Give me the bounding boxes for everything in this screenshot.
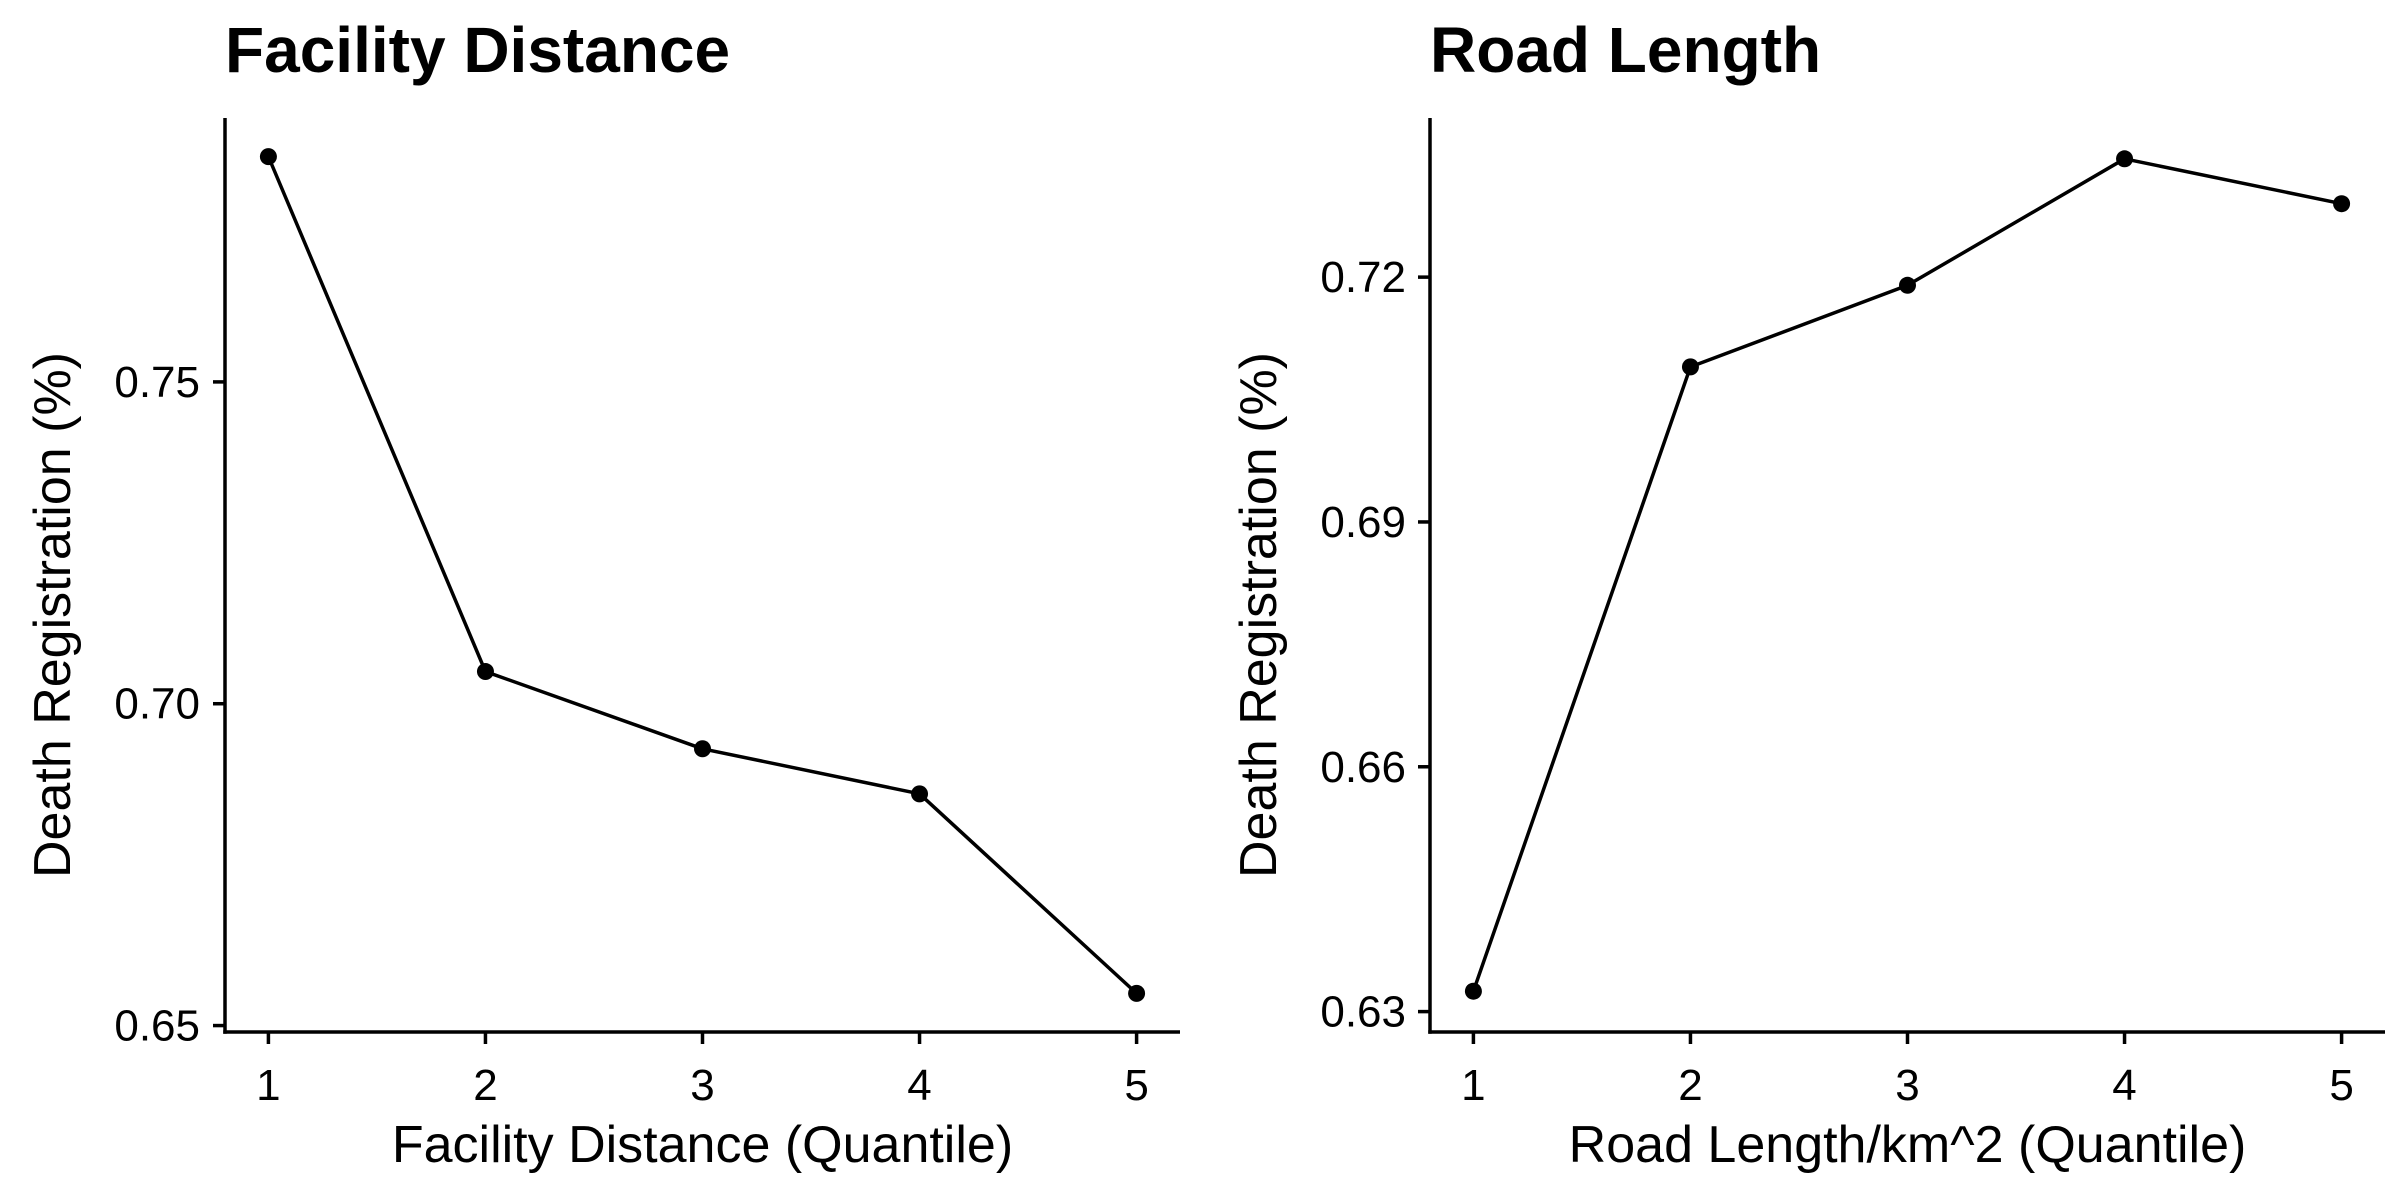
data-point <box>694 740 711 758</box>
data-point <box>476 663 494 681</box>
x-tick-label: 3 <box>1895 1061 1919 1110</box>
x-tick-label: 5 <box>2329 1061 2353 1110</box>
data-point <box>1128 984 1146 1002</box>
data-point <box>911 785 929 803</box>
data-point <box>1899 276 1916 294</box>
data-point <box>2333 195 2351 213</box>
x-tick-label: 5 <box>1124 1061 1148 1110</box>
chart-panel-2: Road Length 0.63 0.66 0.69 0.72 1 2 3 4 5 Road Len… <box>1230 14 2385 1174</box>
data-point <box>2116 150 2134 168</box>
y-tick-label: 0.69 <box>1320 498 1406 547</box>
y-axis-label: Death Registration (%) <box>24 352 82 878</box>
series-line <box>266 155 1138 995</box>
x-tick-label: 1 <box>1461 1061 1485 1110</box>
x-tick-label: 3 <box>690 1061 714 1110</box>
data-point <box>259 148 277 166</box>
x-axis-label: Road Length/km^2 (Quantile) <box>1569 1116 2247 1174</box>
y-tick-label: 0.72 <box>1320 253 1406 302</box>
y-tick-label: 0.63 <box>1320 988 1406 1037</box>
chart-title: Road Length <box>1430 14 1821 86</box>
chart-title: Facility Distance <box>225 14 730 86</box>
data-point <box>1681 358 1699 376</box>
chart-panel-1: Facility Distance 0.65 0.70 0.75 1 2 3 4 5 Facili… <box>24 14 1180 1174</box>
x-tick-label: 1 <box>256 1061 280 1110</box>
y-tick-label: 0.66 <box>1320 743 1406 792</box>
x-tick-label: 4 <box>907 1061 931 1110</box>
y-axis-label: Death Registration (%) <box>1230 352 1288 878</box>
y-tick-label: 0.70 <box>114 680 200 729</box>
data-point <box>1464 982 1482 1000</box>
y-tick-label: 0.65 <box>114 1002 200 1051</box>
y-tick-label: 0.75 <box>114 358 200 407</box>
x-tick-label: 2 <box>473 1061 497 1110</box>
x-tick-label: 4 <box>2112 1061 2136 1110</box>
x-axis-label: Facility Distance (Quantile) <box>392 1116 1013 1174</box>
x-tick-label: 2 <box>1678 1061 1702 1110</box>
